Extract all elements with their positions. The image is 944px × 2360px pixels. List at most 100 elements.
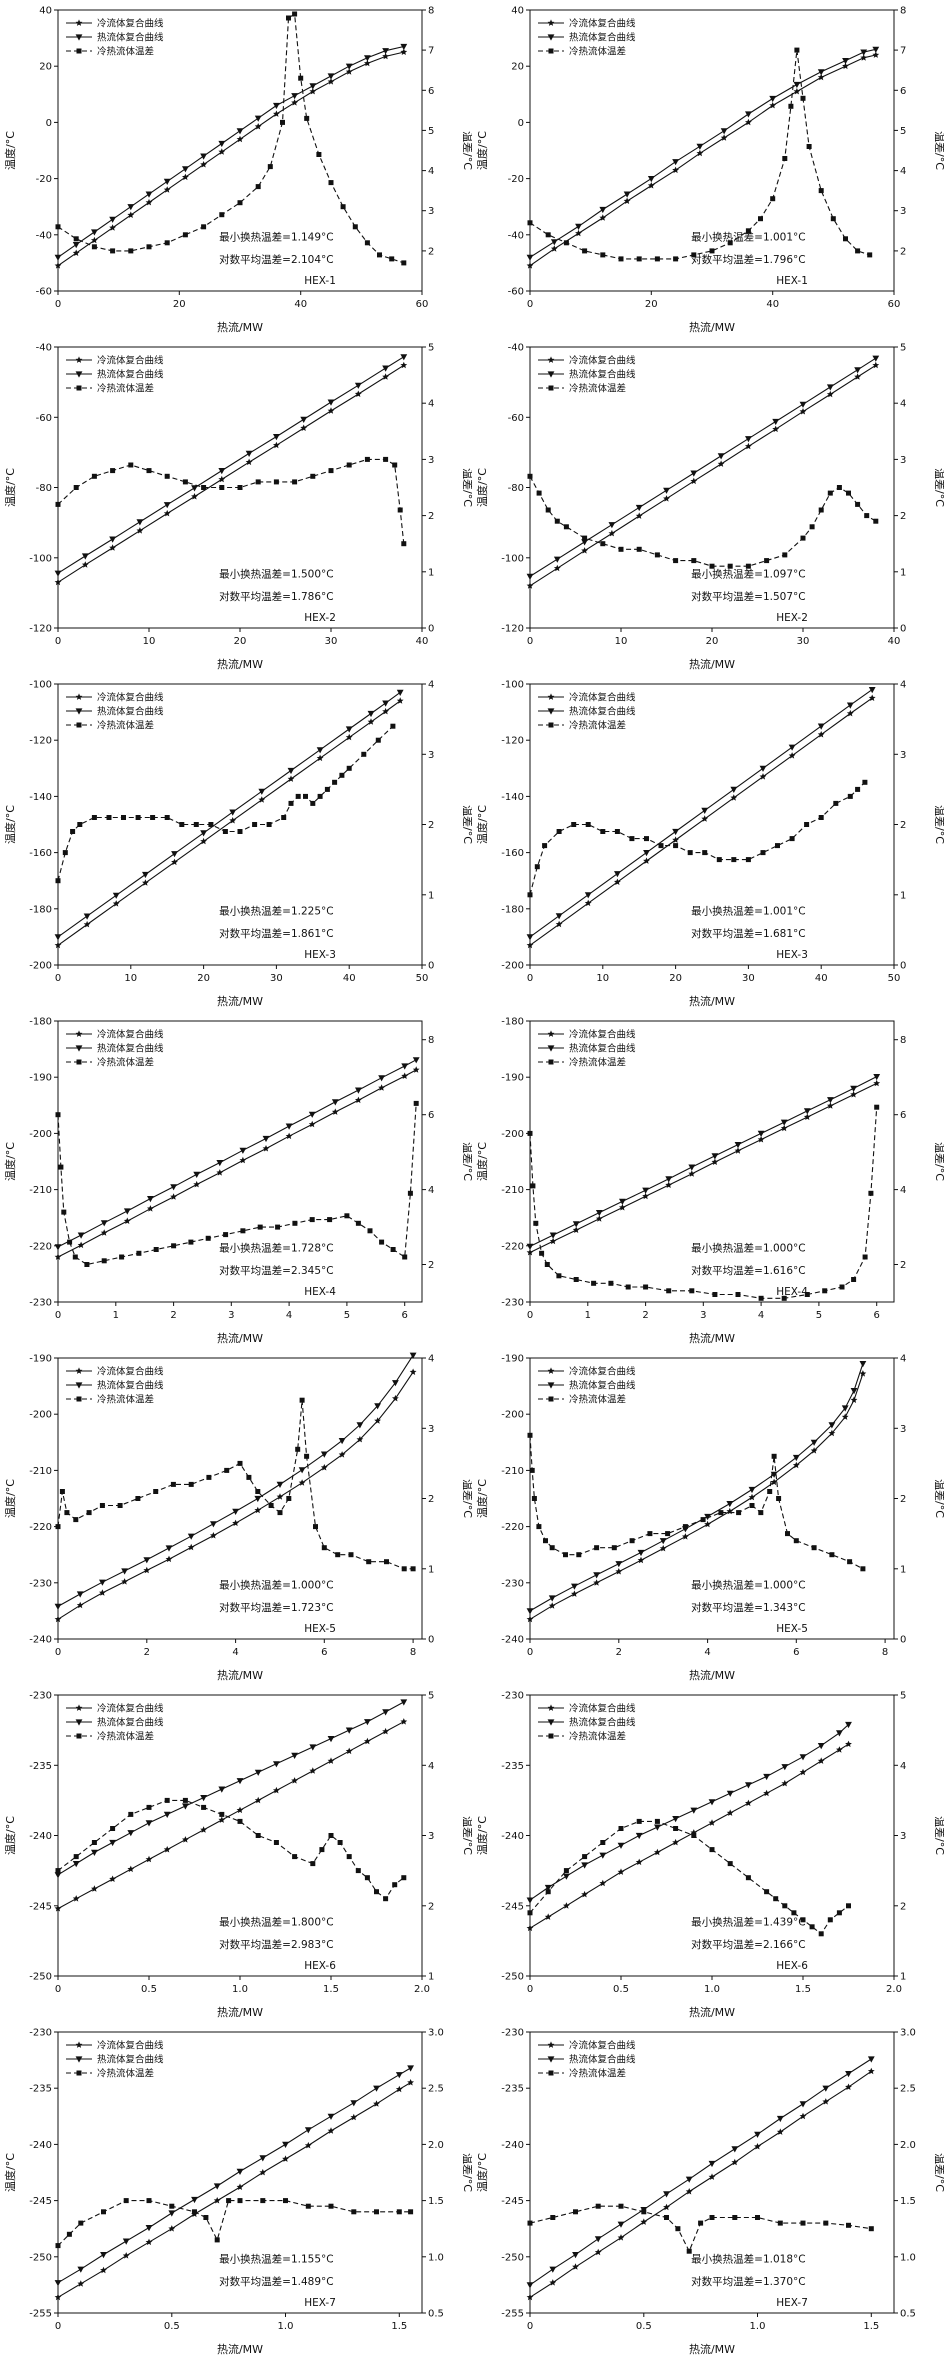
marker-square: [855, 501, 861, 507]
marker-star: [759, 773, 767, 780]
marker-triangle-down: [54, 934, 62, 941]
marker-square: [673, 1826, 679, 1831]
x-axis-title: 热流/MW: [689, 2005, 735, 2019]
marker-square: [55, 878, 61, 884]
y-right-tick-label: 2.5: [900, 2084, 916, 2095]
marker-square: [413, 1100, 419, 1106]
y-left-tick-label: 0: [46, 118, 52, 129]
x-tick-label: 1: [113, 1310, 119, 1321]
y-left-tick-label: -60: [508, 413, 524, 424]
marker-square: [847, 1559, 853, 1565]
marker-square: [84, 1262, 90, 1267]
marker-square: [179, 822, 185, 827]
hex-label: HEX-7: [304, 2297, 336, 2309]
legend-label: 冷流体复合曲线: [97, 2040, 164, 2052]
y-right-tick-label: 2: [428, 820, 434, 831]
x-tick-label: 2: [144, 1647, 150, 1658]
marker-triangle-down: [635, 504, 643, 512]
series-diff: [57, 725, 394, 881]
marker-triangle-down: [526, 1608, 534, 1615]
marker-square: [594, 1545, 600, 1551]
x-tick-label: 0: [527, 2321, 533, 2332]
marker-triangle-down: [109, 536, 116, 543]
marker-square: [288, 800, 294, 806]
chart-HEX-2-left: 0 10 20 30 40 -120 -100 -80 -60 -40 0 1 2 3 4 5 冷流体复合曲线热…: [0, 337, 472, 674]
marker-triangle-down: [781, 1764, 789, 1771]
series-hot: [57, 1701, 405, 1876]
marker-square: [545, 507, 551, 513]
y-left-tick-label: -240: [29, 1831, 52, 1842]
marker-star: [182, 1836, 189, 1843]
marker-triangle-down: [817, 69, 825, 76]
y-right-tick-label: 1: [900, 1972, 906, 1983]
marker-star: [395, 2085, 403, 2093]
marker-square: [201, 485, 207, 490]
marker-triangle-down: [300, 416, 308, 423]
marker-triangle-down: [54, 2280, 62, 2287]
y-right-tick-label: 4: [428, 680, 434, 691]
y-right-tick-label: 4: [428, 1354, 434, 1365]
legend-label: 热流体复合曲线: [97, 1380, 164, 1392]
y-left-tick-label: -120: [501, 624, 524, 635]
x-axis-title: 热流/MW: [217, 2005, 263, 2019]
x-tick-label: 20: [669, 973, 682, 984]
marker-triangle-down: [262, 1135, 270, 1143]
marker-triangle-down: [216, 1160, 224, 1167]
marker-square: [374, 2209, 379, 2215]
marker-square: [374, 1889, 379, 1895]
marker-square: [164, 240, 170, 246]
marker-square: [55, 1524, 61, 1530]
marker-triangle-down: [873, 1074, 881, 1081]
marker-triangle-down: [236, 2168, 244, 2175]
marker-square: [548, 385, 554, 391]
marker-square: [736, 1510, 742, 1516]
marker-star: [91, 1885, 98, 1892]
marker-triangle-down: [407, 2065, 414, 2072]
marker-triangle-down: [690, 470, 698, 477]
marker-triangle-down: [142, 871, 149, 879]
marker-star: [745, 442, 752, 450]
marker-square: [614, 829, 620, 834]
marker-square: [128, 1811, 134, 1817]
marker-star: [136, 527, 144, 534]
x-tick-label: 30: [797, 636, 810, 647]
marker-star: [91, 236, 98, 244]
y-left-tick-label: -220: [501, 1522, 524, 1533]
marker-square: [698, 2220, 704, 2226]
x-tick-label: 10: [615, 636, 628, 647]
marker-triangle-down: [309, 1744, 317, 1751]
marker-square: [755, 2215, 760, 2220]
marker-triangle-down: [320, 1451, 328, 1458]
marker-triangle-down: [663, 487, 670, 494]
x-tick-label: 60: [888, 299, 901, 310]
y-left-tick-label: -120: [29, 736, 52, 747]
series-diff: [529, 781, 866, 895]
x-tick-label: 2: [642, 1310, 648, 1321]
marker-star: [213, 2197, 221, 2204]
y-right-tick-label: 4: [428, 399, 434, 410]
marker-triangle-down: [367, 710, 375, 718]
marker-square: [673, 843, 679, 849]
marker-star: [845, 1740, 852, 1748]
marker-star: [854, 373, 861, 380]
marker-triangle-down: [799, 1754, 807, 1761]
y-right-tick-label: 2: [428, 1901, 434, 1912]
marker-square: [367, 1228, 373, 1234]
marker-square: [317, 793, 323, 799]
y-right-tick-label: 4: [428, 1185, 434, 1196]
chart-HEX-2-right: 0 10 20 30 40 -120 -100 -80 -60 -40 0 1 2 3 4 5 冷流体复合曲线热…: [472, 337, 944, 674]
marker-triangle-down: [145, 1820, 153, 1827]
marker-star: [850, 1396, 858, 1403]
marker-triangle-down: [400, 1699, 408, 1706]
x-tick-label: 0: [55, 973, 61, 984]
marker-square: [305, 2203, 311, 2209]
legend-label: 热流体复合曲线: [97, 1043, 164, 1055]
marker-triangle-down: [599, 206, 607, 214]
y-axis-title-left: 温度/°C: [475, 131, 489, 170]
x-tick-label: 5: [816, 1310, 822, 1321]
marker-star: [873, 1079, 881, 1087]
marker-square: [255, 184, 261, 190]
marker-triangle-down: [745, 436, 752, 443]
legend-label: 冷流体复合曲线: [97, 355, 164, 367]
marker-square: [339, 772, 345, 778]
